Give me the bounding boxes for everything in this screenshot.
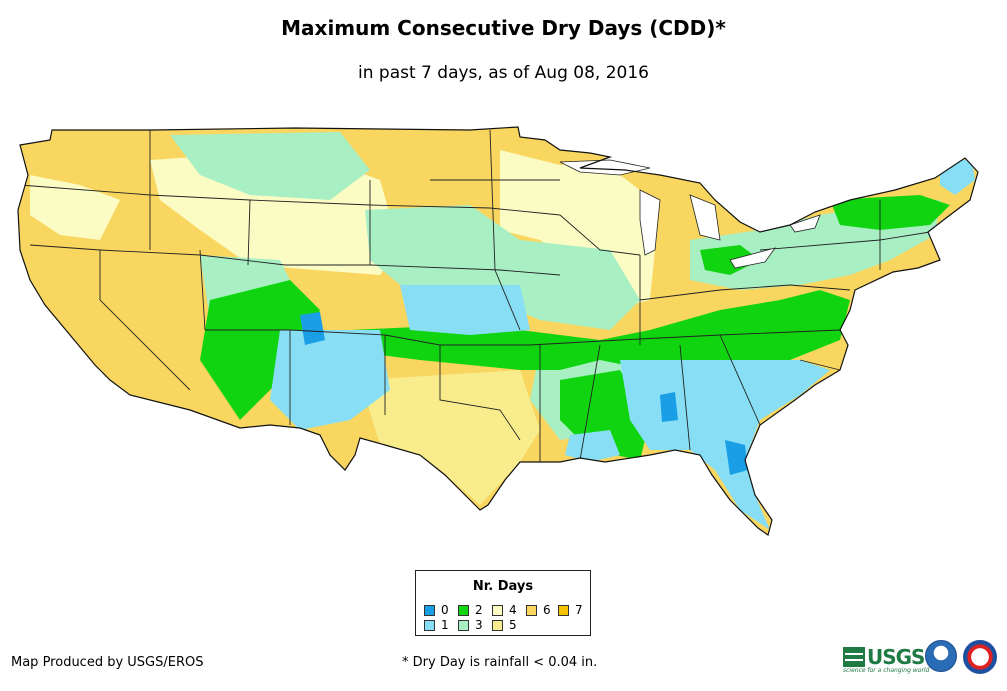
legend-label: 5: [509, 618, 517, 632]
noaa-logo-icon: [925, 640, 957, 672]
usgs-tagline: science for a changing world: [843, 667, 930, 674]
legend-label: 3: [475, 618, 483, 632]
region-fill-0-days: [660, 392, 678, 422]
map-title: Maximum Consecutive Dry Days (CDD)*: [281, 16, 726, 40]
state-boundaries: [19, 129, 931, 462]
legend-swatch: [424, 619, 435, 631]
legend-label: 7: [575, 603, 583, 617]
usgs-wave-icon: [843, 647, 865, 667]
region-fill-5-days: [360, 370, 540, 505]
legend-label: 1: [441, 618, 449, 632]
map-credit: Map Produced by USGS/EROS: [11, 655, 204, 670]
nws-logo-icon: [963, 640, 997, 674]
great-lakes: [559, 159, 821, 269]
region-fill-1-day: [620, 360, 830, 530]
region-fill-0-days: [725, 440, 748, 475]
legend-swatch: [558, 604, 569, 616]
legend-swatch: [492, 619, 503, 631]
region-fill-2-days: [830, 195, 950, 230]
legend: Nr. Days 0 1 2 3 4 5 6 7: [415, 570, 591, 636]
usgs-logo: USGS: [843, 645, 925, 669]
region-fill-2-days: [200, 280, 320, 420]
region-fill-1-day: [270, 330, 390, 430]
region-fill-1-day: [400, 285, 530, 335]
legend-item-6: 6: [526, 603, 551, 617]
usgs-logo-text: USGS: [867, 645, 925, 669]
legend-swatch: [458, 604, 469, 616]
legend-item-3: 3: [458, 618, 483, 632]
dry-day-footnote: * Dry Day is rainfall < 0.04 in.: [402, 655, 598, 670]
region-fill-0-days: [300, 312, 325, 345]
legend-item-1: 1: [424, 618, 449, 632]
region-fill-1-day: [565, 430, 620, 462]
region-fill-3-days: [170, 132, 370, 200]
legend-item-0: 0: [424, 603, 449, 617]
agency-logos: USGS science for a changing world: [843, 640, 1003, 680]
legend-swatch: [424, 604, 435, 616]
legend-title: Nr. Days: [472, 579, 534, 594]
legend-swatch: [492, 604, 503, 616]
legend-label: 2: [475, 603, 483, 617]
legend-swatch: [458, 619, 469, 631]
legend-item-2: 2: [458, 603, 483, 617]
region-fill-3-days: [365, 205, 640, 330]
legend-label: 4: [509, 603, 517, 617]
legend-item-4: 4: [492, 603, 517, 617]
legend-label: 6: [543, 603, 551, 617]
region-fill-4-days: [30, 175, 120, 240]
legend-swatch: [526, 604, 537, 616]
legend-item-5: 5: [492, 618, 517, 632]
region-fill-2-days: [350, 290, 850, 370]
legend-item-7: 7: [558, 603, 583, 617]
legend-label: 0: [441, 603, 449, 617]
map-subtitle: in past 7 days, as of Aug 08, 2016: [358, 63, 649, 83]
